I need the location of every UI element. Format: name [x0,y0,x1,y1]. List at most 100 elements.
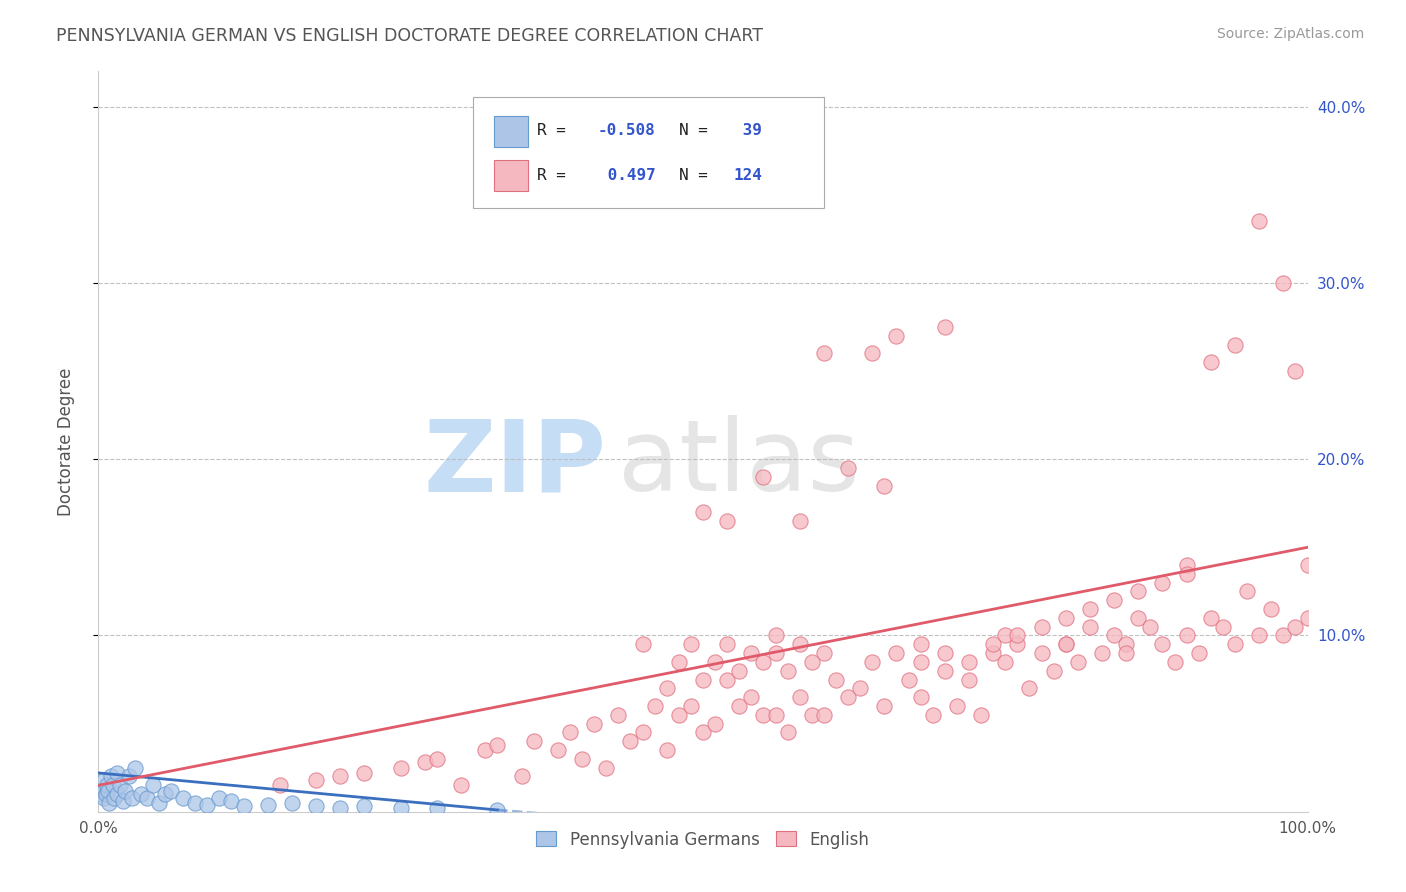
Point [1031,620,1053,634]
Point [981,646,1004,660]
Point [886,328,908,343]
Point [558,725,581,739]
Text: PENNSYLVANIA GERMAN VS ENGLISH DOCTORATE DEGREE CORRELATION CHART: PENNSYLVANIA GERMAN VS ENGLISH DOCTORATE… [56,27,763,45]
Point [716,673,738,687]
Y-axis label: Doctorate Degree: Doctorate Degree [56,368,75,516]
Point [692,673,714,687]
Point [934,320,956,334]
Point [655,681,678,696]
Point [957,673,980,687]
Point [114,783,136,797]
Point [1175,558,1198,572]
Point [765,646,787,660]
Point [1102,593,1125,607]
Point [474,743,496,757]
Point [668,655,690,669]
Text: R =: R = [537,168,576,183]
Point [1188,646,1211,660]
Point [100,769,122,783]
Point [1007,628,1029,642]
Point [789,690,811,705]
Text: 0.497: 0.497 [598,168,655,183]
Point [305,772,328,787]
Point [921,707,943,722]
Point [970,707,993,722]
Point [1115,646,1137,660]
Point [583,716,606,731]
Point [353,766,375,780]
Point [1152,637,1174,651]
Point [111,794,134,808]
Point [595,761,617,775]
Point [1128,584,1150,599]
Point [129,787,152,801]
Point [1152,575,1174,590]
Point [510,769,533,783]
Point [813,646,835,660]
Point [1260,602,1282,616]
Point [208,790,231,805]
Point [873,698,896,713]
Point [426,801,449,815]
Point [1175,628,1198,642]
Point [101,778,124,792]
Point [825,673,848,687]
Point [679,698,702,713]
Point [837,690,859,705]
Point [607,707,630,722]
Point [571,752,593,766]
Text: atlas: atlas [619,416,860,512]
Point [105,766,128,780]
Point [910,690,932,705]
Point [752,470,775,484]
FancyBboxPatch shape [494,116,527,147]
Point [1249,214,1271,228]
Point [1018,681,1040,696]
Point [1296,558,1319,572]
FancyBboxPatch shape [494,161,527,191]
Point [232,799,254,814]
Point [135,790,157,805]
Point [776,664,799,678]
Point [692,505,714,519]
Point [1067,655,1090,669]
Point [486,803,509,817]
Point [1128,611,1150,625]
Point [1007,637,1029,651]
Point [789,637,811,651]
Point [910,655,932,669]
Point [776,725,799,739]
Point [1296,611,1319,625]
Point [1139,620,1161,634]
Point [752,655,775,669]
Point [957,655,980,669]
Point [1115,637,1137,651]
Point [108,778,131,792]
Point [946,698,969,713]
Point [692,725,714,739]
Point [103,790,125,805]
Point [195,797,218,812]
Point [1199,355,1222,369]
Point [93,772,115,787]
Point [105,787,128,801]
Point [1031,646,1053,660]
Point [389,761,412,775]
Point [98,796,121,810]
Point [256,797,278,812]
Text: Source: ZipAtlas.com: Source: ZipAtlas.com [1216,27,1364,41]
Point [813,346,835,360]
Point [329,801,352,815]
Point [1212,620,1234,634]
Point [668,707,690,722]
Point [1249,628,1271,642]
Point [704,655,727,669]
Point [813,707,835,722]
Point [172,790,194,805]
Point [1078,620,1101,634]
Point [897,673,920,687]
Legend: Pennsylvania Germans, English: Pennsylvania Germans, English [530,824,876,855]
Point [547,743,569,757]
Point [631,637,654,651]
Text: N =: N = [679,168,717,183]
